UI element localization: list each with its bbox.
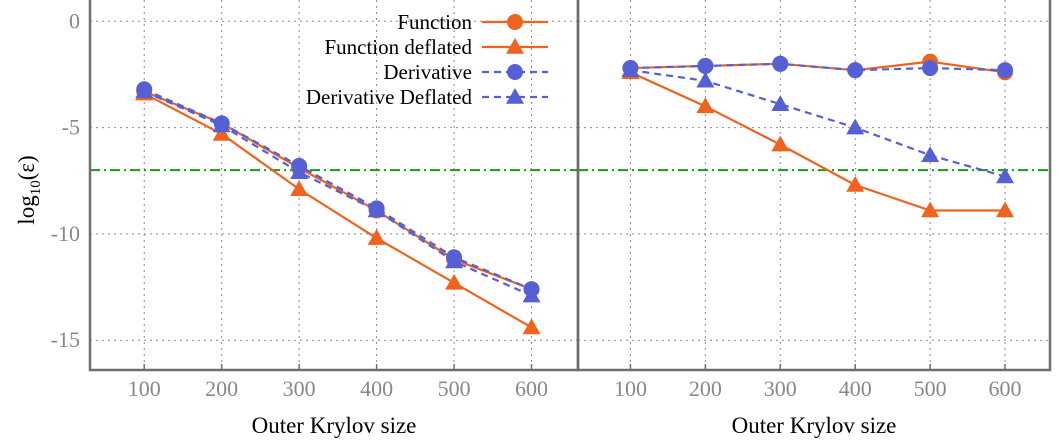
series-line-derivative: [630, 62, 1006, 72]
x-axis-label: Outer Krylov size: [252, 413, 417, 438]
series-line-derivative-deflated: [630, 69, 1006, 178]
data-point-function-deflated: [996, 201, 1015, 218]
x-tick-label: 100: [614, 376, 647, 401]
y-axis-label-arg: (ε): [14, 155, 39, 180]
data-point-function-deflated: [445, 273, 464, 290]
series-line-derivative: [143, 88, 532, 291]
data-point-derivative-deflated: [135, 82, 154, 99]
data-point-derivative: [697, 57, 714, 74]
legend-label: Derivative Deflated: [306, 85, 473, 109]
x-tick-label: 400: [360, 376, 393, 401]
legend-label: Derivative: [383, 60, 472, 84]
data-point-derivative: [922, 60, 939, 77]
x-tick-label: 500: [914, 376, 947, 401]
legend-marker: [506, 88, 524, 104]
series-line-function-deflated: [629, 71, 1006, 212]
x-tick-label: 200: [205, 376, 238, 401]
data-point-function-deflated: [290, 180, 309, 197]
data-point-derivative-deflated: [621, 61, 640, 77]
data-point-function-deflated: [522, 318, 541, 335]
legend-label: Function deflated: [324, 35, 472, 59]
legend-marker: [507, 14, 523, 30]
data-point-derivative-deflated: [696, 71, 715, 88]
data-point-derivative-deflated: [771, 95, 790, 111]
x-tick-label: 300: [283, 376, 316, 401]
y-tick-label: 0: [69, 8, 80, 33]
data-point-function-deflated: [921, 201, 940, 218]
legend-marker: [507, 64, 523, 80]
y-tick-label: -10: [51, 221, 80, 246]
right-panel: 100 200 300 400 500 600 Outer Krylov size: [576, 0, 1052, 438]
x-tick-label: 600: [515, 376, 548, 401]
data-point-derivative-deflated: [445, 252, 464, 269]
x-tick-label: 100: [128, 376, 161, 401]
data-point-function-deflated: [771, 135, 790, 152]
y-tick-label: -15: [51, 327, 80, 352]
data-point-derivative: [847, 62, 864, 79]
left-panel: 100 200 300 400 500 600 0 -5 -10 -15 Outer Krylov …: [51, 0, 580, 438]
data-point-derivative: [772, 55, 789, 72]
data-point-derivative-deflated: [921, 146, 940, 162]
data-point-derivative: [997, 62, 1014, 79]
plot-frame: [576, 0, 1052, 372]
series-line-function-deflated: [143, 92, 533, 329]
data-point-derivative-deflated: [846, 118, 865, 135]
series-line-function: [143, 90, 532, 291]
x-tick-label: 200: [689, 376, 722, 401]
x-tick-label: 500: [438, 376, 471, 401]
y-axis-label-log: log: [14, 195, 39, 225]
data-point-function-deflated: [696, 97, 715, 114]
data-point-function-deflated: [367, 229, 386, 245]
y-axis-label: log10(ε): [14, 155, 44, 224]
y-axis-label-base: 10: [28, 180, 44, 195]
series-line-derivative-deflated: [143, 90, 532, 297]
data-point-derivative-deflated: [996, 167, 1015, 184]
data-point-derivative-deflated: [290, 163, 309, 179]
x-tick-label: 300: [764, 376, 797, 401]
x-axis-label: Outer Krylov size: [732, 413, 897, 438]
legend-marker: [506, 38, 524, 54]
legend-label: Function: [397, 10, 472, 34]
data-point-function-deflated: [212, 124, 231, 141]
series-line-function: [630, 60, 1006, 74]
data-point-function-deflated: [846, 176, 865, 192]
data-point-derivative-deflated: [522, 286, 541, 303]
x-tick-label: 400: [839, 376, 872, 401]
y-tick-label: -5: [62, 115, 80, 140]
x-tick-label: 600: [989, 376, 1022, 401]
data-point-derivative-deflated: [367, 201, 386, 218]
data-point-derivative-deflated: [212, 116, 231, 133]
